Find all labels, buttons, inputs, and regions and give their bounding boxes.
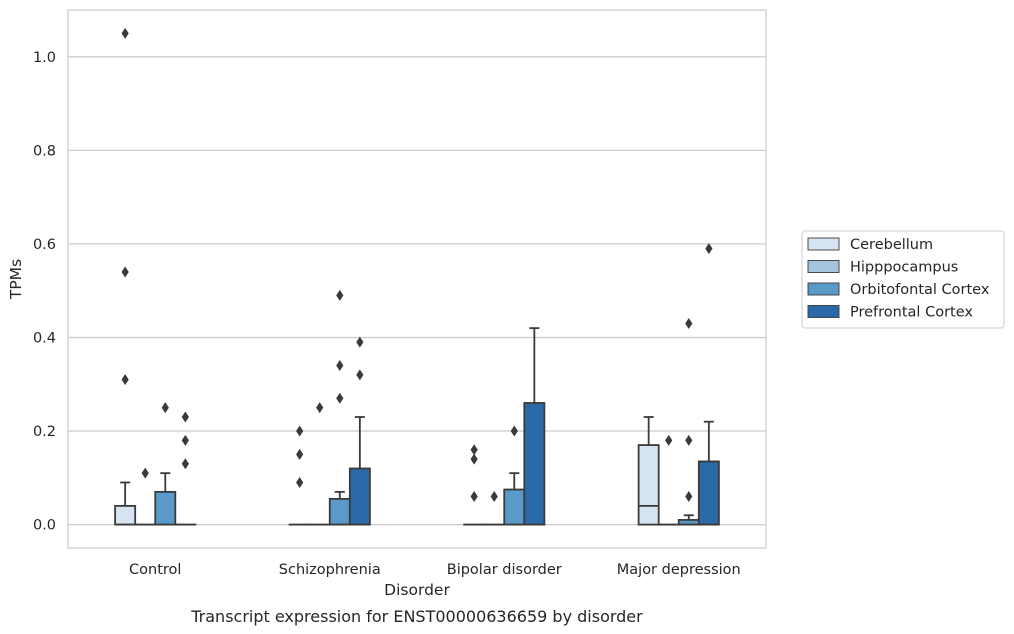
outlier-point (296, 425, 304, 437)
legend-swatch (807, 260, 840, 273)
box-body (503, 488, 526, 526)
box-body (523, 402, 546, 526)
outlier-point (470, 453, 478, 465)
x-axis-ticks: Control Schizophrenia Bipolar disorder Majo… (129, 562, 741, 578)
outlier-point (665, 434, 673, 446)
box-orbitofontal-cortex (677, 317, 700, 526)
outlier-point (121, 374, 129, 386)
legend-frame (801, 230, 1005, 329)
box-body (154, 490, 177, 526)
box-body (348, 467, 371, 526)
x-tick-label: Control (129, 562, 181, 578)
y-tick-label: 0.2 (33, 424, 56, 440)
y-axis-ticks: 0.0 0.2 0.4 0.6 0.8 1.0 (33, 50, 56, 534)
x-tick-label: Schizophrenia (279, 562, 381, 578)
outlier-point (685, 434, 693, 446)
outlier-point (296, 448, 304, 460)
outlier-point (141, 467, 149, 479)
outlier-point (336, 289, 344, 301)
outlier-point (181, 458, 189, 470)
outlier-point (490, 491, 498, 503)
legend-label: Prefrontal Cortex (850, 305, 973, 321)
plot-frame (67, 9, 767, 549)
outlier-point (470, 444, 478, 456)
plot-marks (114, 27, 720, 526)
y-tick-label: 1.0 (33, 50, 56, 66)
box-hipppocampus (308, 402, 331, 526)
legend-label: Cerebellum (850, 237, 933, 253)
box-orbitofontal-cortex (503, 425, 526, 526)
box-cerebellum (463, 444, 486, 526)
x-axis-label: Disorder (384, 581, 450, 599)
box-prefrontal-cortex (348, 336, 371, 526)
box-orbitofontal-cortex (328, 289, 351, 526)
outlier-point (356, 369, 364, 381)
outlier-point (296, 477, 304, 489)
box-prefrontal-cortex (523, 327, 546, 526)
box-orbitofontal-cortex (154, 402, 177, 526)
box-cerebellum (288, 425, 311, 526)
legend-label: Orbitofontal Cortex (850, 282, 990, 298)
outlier-point (470, 491, 478, 503)
outlier-point (510, 425, 518, 437)
x-tick-label: Major depression (617, 562, 741, 578)
outlier-point (685, 317, 693, 329)
y-tick-label: 0.0 (33, 518, 56, 534)
box-cerebellum (114, 27, 137, 526)
gridlines (68, 56, 766, 526)
legend-swatch (807, 305, 840, 318)
box-hipppocampus (483, 491, 506, 526)
outlier-point (336, 392, 344, 404)
outlier-point (181, 411, 189, 423)
outlier-point (705, 243, 713, 255)
box-body (114, 504, 137, 526)
outlier-point (316, 402, 324, 414)
chart-caption: Transcript expression for ENST0000063665… (190, 607, 643, 626)
outlier-point (685, 491, 693, 503)
box-cerebellum (637, 416, 660, 526)
y-tick-label: 0.6 (33, 237, 56, 253)
x-tick-label: Bipolar disorder (447, 562, 562, 578)
y-tick-label: 0.4 (33, 330, 56, 346)
box-prefrontal-cortex (174, 411, 197, 526)
box-body (697, 460, 720, 526)
outlier-point (336, 360, 344, 372)
outlier-point (121, 266, 129, 278)
y-axis-label: TPMs (7, 259, 25, 300)
outlier-point (356, 336, 364, 348)
box-body (637, 444, 660, 526)
outlier-point (161, 402, 169, 414)
legend-label: Hipppocampus (850, 260, 958, 276)
legend-swatch (807, 282, 840, 296)
outlier-point (181, 434, 189, 446)
y-tick-label: 0.8 (33, 143, 56, 159)
legend: Cerebellum Hipppocampus Orbitofontal Corte… (801, 230, 1005, 329)
box-prefrontal-cortex (697, 243, 720, 526)
box-hipppocampus (134, 467, 157, 526)
outlier-point (121, 27, 129, 39)
legend-swatch (807, 237, 840, 251)
box-hipppocampus (657, 434, 680, 526)
box-body (328, 497, 351, 526)
